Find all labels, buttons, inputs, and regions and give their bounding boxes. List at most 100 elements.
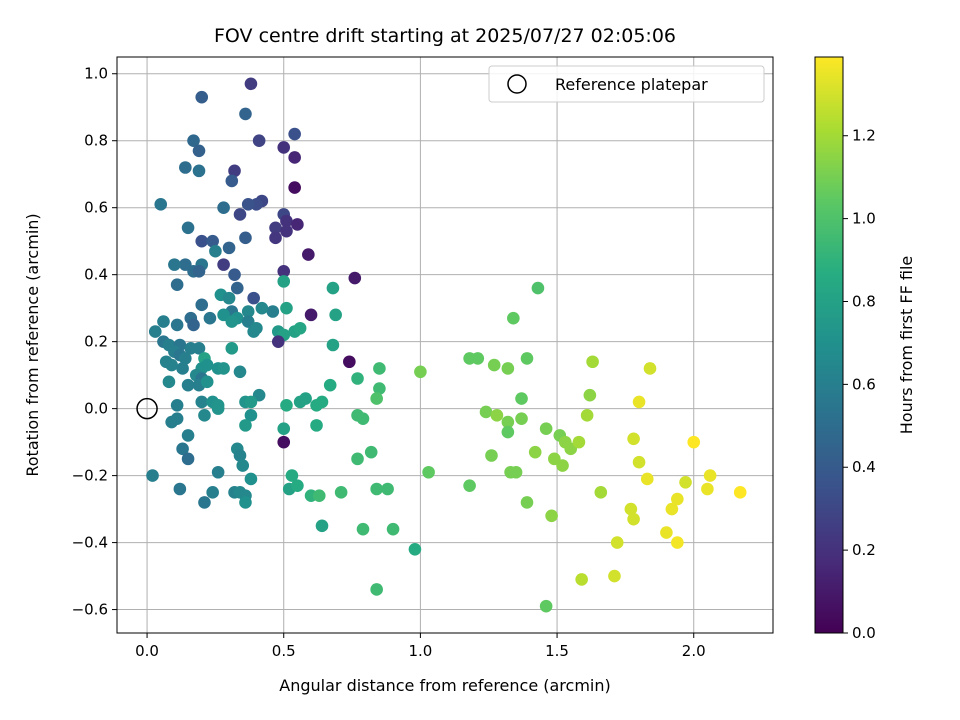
colorbar-tick-label: 1.0	[852, 210, 876, 228]
data-point	[687, 435, 701, 449]
data-point	[703, 469, 717, 482]
data-point	[244, 472, 258, 486]
data-point	[225, 315, 239, 328]
y-tick-label: 0.4	[84, 266, 108, 284]
data-point	[280, 214, 293, 228]
data-point	[608, 569, 621, 583]
data-point	[239, 107, 252, 121]
data-point	[624, 502, 638, 516]
data-point	[556, 459, 569, 472]
data-point	[490, 409, 504, 422]
data-point	[408, 542, 422, 556]
data-point	[304, 308, 318, 322]
data-point	[312, 489, 326, 502]
data-point	[206, 486, 219, 499]
legend-marker-reference	[507, 74, 527, 94]
data-point	[211, 465, 225, 479]
y-axis-ticks: −0.6 −0.4 −0.2 0.0 0.2 0.4 0.6 0.8 1.0	[72, 65, 117, 619]
data-point	[310, 419, 323, 432]
chart-title: FOV centre drift starting at 2025/07/27 …	[214, 25, 676, 47]
data-point	[176, 362, 189, 375]
data-point	[217, 258, 230, 271]
data-point	[356, 522, 370, 536]
data-point	[217, 201, 230, 214]
data-point	[501, 425, 515, 439]
colorbar-tick-label: 0.6	[852, 375, 876, 393]
data-point	[195, 234, 209, 248]
data-point	[580, 409, 594, 422]
data-point	[228, 268, 241, 281]
data-point	[509, 465, 523, 479]
data-point	[154, 198, 168, 211]
data-point	[200, 375, 214, 389]
y-tick-label: −0.2	[72, 467, 108, 485]
x-tick-label: 2.0	[682, 642, 706, 660]
data-point	[632, 395, 646, 409]
y-axis-label: Rotation from reference (arcmin)	[23, 213, 42, 476]
legend-box	[488, 65, 765, 103]
data-point	[373, 362, 386, 375]
data-point	[233, 449, 247, 462]
data-point	[572, 435, 586, 449]
data-point	[271, 335, 285, 348]
data-point	[665, 502, 679, 516]
legend-label-reference: Reference platepar	[555, 75, 708, 94]
data-point	[539, 422, 553, 436]
data-point	[501, 415, 515, 429]
data-point	[222, 241, 236, 255]
colorbar-tick-label: 0.4	[852, 458, 876, 476]
data-point	[545, 509, 558, 523]
scatter-points	[136, 77, 747, 613]
data-point	[211, 402, 225, 415]
data-point	[632, 455, 646, 469]
data-point	[244, 395, 258, 409]
data-point	[162, 375, 176, 389]
data-point	[479, 405, 493, 419]
data-point	[269, 231, 282, 245]
data-point	[370, 482, 383, 496]
data-point	[192, 342, 206, 355]
y-tick-label: 0.6	[84, 199, 108, 217]
data-point	[181, 378, 195, 392]
data-point	[640, 472, 654, 486]
y-tick-label: 0.2	[84, 333, 108, 351]
data-point	[315, 395, 329, 409]
data-point	[217, 362, 230, 375]
data-point	[233, 208, 247, 221]
data-point	[198, 496, 211, 509]
data-point	[575, 573, 588, 586]
data-point	[515, 392, 528, 405]
data-point	[241, 305, 255, 318]
data-point	[266, 305, 280, 318]
data-point	[610, 536, 624, 549]
data-point	[181, 221, 195, 235]
x-axis-ticks: 0.0 0.5 1.0 1.5 2.0	[135, 633, 706, 660]
data-point	[241, 198, 255, 211]
data-point	[179, 161, 192, 174]
y-tick-label: 0.8	[84, 132, 108, 150]
data-point	[255, 301, 269, 315]
data-point	[179, 352, 192, 365]
data-point	[247, 291, 260, 305]
data-point	[586, 355, 599, 369]
data-point	[507, 311, 520, 325]
x-tick-label: 0.5	[272, 642, 296, 660]
data-point	[269, 221, 282, 235]
data-point	[236, 459, 250, 472]
data-point	[239, 231, 252, 245]
x-axis-label: Angular distance from reference (arcmin)	[279, 676, 610, 695]
data-point	[370, 392, 383, 405]
data-point	[463, 479, 476, 492]
data-point	[370, 583, 383, 596]
data-point	[198, 409, 211, 422]
data-point	[643, 362, 657, 375]
data-point	[146, 469, 159, 482]
data-point	[701, 482, 714, 496]
reference-platepar-marker	[136, 397, 158, 420]
data-point	[531, 281, 545, 295]
y-tick-label: −0.4	[72, 534, 108, 552]
data-point	[386, 522, 400, 536]
data-point	[195, 90, 209, 104]
data-point	[195, 298, 209, 312]
data-point	[733, 486, 747, 499]
